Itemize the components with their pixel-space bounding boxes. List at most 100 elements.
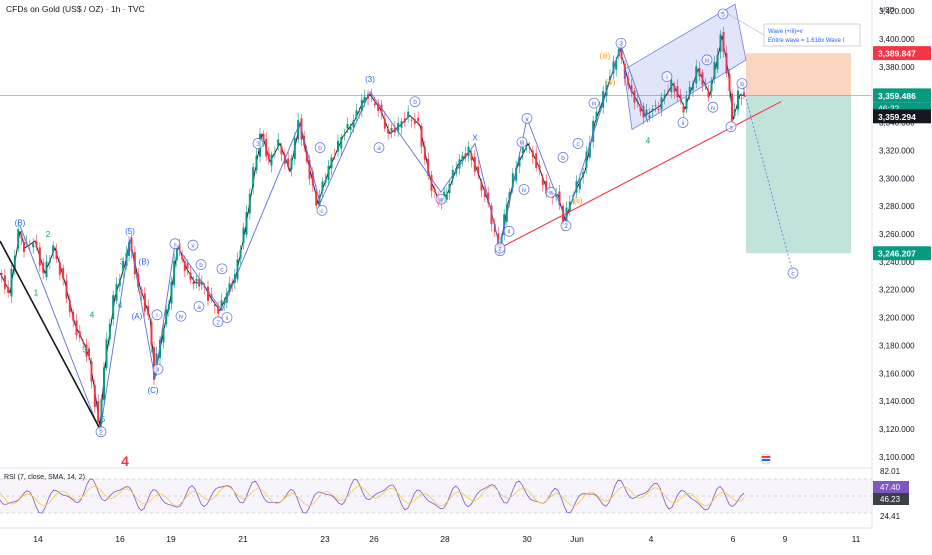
candle-body	[62, 267, 65, 279]
svg-text:2: 2	[99, 429, 103, 436]
time-axis[interactable]: 14 16 19 21 23 26 28 30 Jun 4 6 9 11	[0, 527, 872, 550]
candle-body	[280, 146, 283, 155]
candle-body	[349, 126, 352, 131]
stop-loss-zone[interactable]	[746, 53, 851, 96]
svg-text:b: b	[318, 145, 322, 152]
candle-body	[464, 153, 467, 158]
price-tick-label: 3,100.000	[879, 453, 915, 462]
candle-body	[115, 284, 118, 301]
wave-circle-label: iv	[707, 101, 719, 113]
symbol-title[interactable]: CFDs on Gold (US$ / OZ) · 1h · TVC	[6, 4, 145, 14]
candle-body	[346, 123, 349, 129]
candle-body	[305, 152, 308, 162]
svg-text:ii: ii	[508, 229, 511, 236]
candle-body	[333, 155, 336, 157]
time-tick-label: 4	[649, 534, 654, 544]
wave-label: 3	[120, 258, 125, 267]
candle-body	[722, 32, 725, 52]
wave-circle-label: a	[193, 301, 205, 312]
candle-body	[737, 90, 739, 110]
candle-body	[713, 62, 716, 79]
candle-body	[223, 301, 226, 305]
candle-body	[676, 86, 679, 98]
currency-label: USD	[880, 7, 895, 14]
candle-body	[657, 109, 660, 111]
candle-body	[417, 117, 420, 122]
stop-price-marker[interactable]: 3,389.847	[873, 46, 931, 61]
wave-circle-label: z	[494, 242, 506, 254]
wave-circle-label: b	[195, 259, 207, 270]
candle-body	[52, 245, 55, 253]
candle-body	[311, 171, 314, 186]
svg-text:w: w	[438, 197, 444, 204]
wave-label: 2	[46, 230, 51, 239]
wave-channel[interactable]	[623, 3, 747, 131]
candle-body	[473, 156, 476, 172]
candle-body	[217, 307, 220, 314]
price-tick-label: 3,180.000	[879, 341, 915, 350]
take-profit-zone[interactable]	[746, 95, 851, 254]
wave-circle-label: 3	[252, 138, 264, 149]
candle-body	[679, 94, 682, 99]
candle-body	[198, 278, 201, 287]
svg-text:i: i	[174, 241, 175, 248]
candle-body	[615, 60, 618, 70]
price-tick-label: 3,400.000	[879, 35, 915, 44]
candle-body	[701, 72, 704, 86]
candle-body	[233, 273, 236, 283]
candle-body	[578, 180, 581, 190]
wave-circle-label: v	[187, 239, 199, 251]
candle-body	[287, 158, 290, 168]
rsi-pane[interactable]: RSI (7, close, SMA, 14, 2)	[0, 467, 872, 528]
candle-body	[162, 327, 165, 343]
price-tick-label: 3,160.000	[879, 369, 915, 378]
dark-price-marker[interactable]: 3,359.294	[873, 109, 931, 124]
svg-text:a: a	[377, 145, 381, 152]
candle-body	[248, 193, 251, 214]
wave-circle-label: 3	[615, 37, 627, 49]
wave-circle-label: c	[787, 267, 799, 279]
candle-body	[667, 91, 669, 93]
wave-label: (ii)	[574, 196, 583, 205]
target-price-marker[interactable]: 3,246.207	[873, 246, 931, 261]
candle-body	[270, 154, 273, 166]
candle-body	[88, 348, 90, 357]
candle-body	[585, 151, 588, 168]
candle-body	[393, 127, 396, 133]
rsi-sma-line	[0, 485, 745, 507]
candle-body	[220, 300, 223, 307]
flag-icon[interactable]	[760, 453, 772, 465]
candle-body	[78, 331, 81, 338]
rsi-label[interactable]: RSI (7, close, SMA, 14, 2)	[4, 474, 85, 481]
candle-body	[461, 155, 464, 160]
candle-body	[159, 339, 161, 359]
time-tick-label: 19	[166, 534, 176, 544]
candle-body	[445, 194, 448, 200]
candle-body	[324, 180, 327, 183]
svg-text:iii: iii	[705, 57, 709, 64]
trade-position[interactable]	[746, 53, 851, 254]
svg-text:b: b	[561, 155, 565, 162]
svg-text:3,389.847: 3,389.847	[878, 49, 916, 59]
current-price-marker[interactable]: 3,359.486	[873, 88, 931, 103]
time-tick-label: 9	[783, 534, 788, 544]
svg-text:46.23: 46.23	[880, 495, 901, 504]
candle-body	[75, 320, 78, 336]
price-axis[interactable]: USD 3,100.000 3,120.000 3,140.000 3,160.000…	[871, 0, 932, 528]
candle-body	[623, 63, 626, 79]
candle-body	[343, 135, 346, 136]
callout-note[interactable]: Wave (+iii)=v Entire wave = 1.618x Wave …	[763, 23, 861, 47]
candle-body	[731, 93, 733, 121]
svg-text:5: 5	[721, 11, 725, 18]
rsi-tick: 82.01	[880, 467, 901, 476]
candle-body	[639, 106, 642, 112]
rsi-tick: 47.40	[873, 481, 909, 493]
candle-body	[483, 189, 486, 198]
candle-body	[85, 344, 88, 357]
candle-body	[48, 260, 51, 264]
svg-text:c: c	[320, 208, 324, 215]
wave-label: (5)	[125, 227, 135, 236]
candle-body	[7, 287, 10, 293]
